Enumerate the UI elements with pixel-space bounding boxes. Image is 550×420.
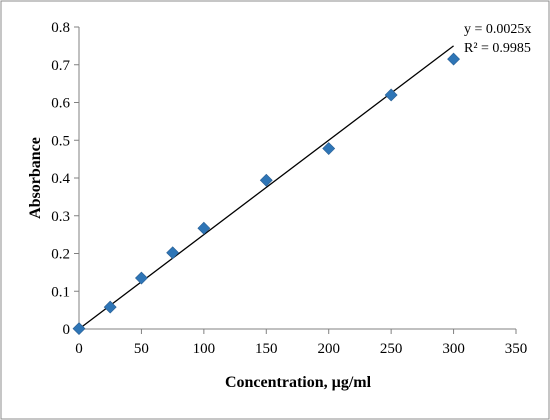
y-tick-label: 0.2 bbox=[51, 247, 70, 263]
y-axis-title: Absorbance bbox=[27, 137, 44, 219]
data-point bbox=[259, 173, 273, 187]
data-point bbox=[166, 246, 180, 260]
x-tick-label: 50 bbox=[134, 341, 149, 357]
data-point bbox=[322, 142, 336, 155]
data-points bbox=[72, 52, 460, 336]
y-tick-label: 0.4 bbox=[51, 171, 70, 187]
trendline-equation: y = 0.0025x bbox=[464, 22, 531, 37]
data-point bbox=[197, 221, 211, 235]
x-tick-label: 150 bbox=[255, 341, 278, 357]
x-tick-label: 100 bbox=[193, 341, 216, 357]
y-tick-label: 0.1 bbox=[51, 284, 70, 300]
y-tick-label: 0.7 bbox=[51, 58, 70, 74]
x-axis-ticks: 0 50 100 150 200 250 300 350 bbox=[75, 329, 527, 357]
y-tick-label: 0.5 bbox=[51, 133, 70, 149]
data-point bbox=[135, 271, 148, 285]
x-tick-label: 300 bbox=[442, 341, 465, 357]
y-tick-label: 0.6 bbox=[51, 96, 70, 112]
data-point bbox=[72, 322, 86, 336]
x-axis-title: Concentration, µg/ml bbox=[225, 374, 372, 391]
y-axis-ticks: 0 0.1 0.2 0.3 0.4 0.5 0.6 0.7 0.8 bbox=[51, 20, 79, 338]
trendline-r-squared: R² = 0.9985 bbox=[464, 41, 531, 56]
data-point bbox=[103, 300, 117, 314]
y-tick-label: 0.8 bbox=[51, 20, 70, 36]
y-tick-label: 0.3 bbox=[51, 209, 70, 225]
data-point bbox=[384, 88, 398, 102]
x-tick-label: 0 bbox=[75, 341, 83, 357]
x-tick-label: 350 bbox=[505, 341, 528, 357]
x-tick-label: 250 bbox=[380, 341, 403, 357]
data-point bbox=[447, 52, 460, 66]
x-tick-label: 200 bbox=[317, 341, 340, 357]
y-tick-label: 0 bbox=[63, 322, 71, 338]
